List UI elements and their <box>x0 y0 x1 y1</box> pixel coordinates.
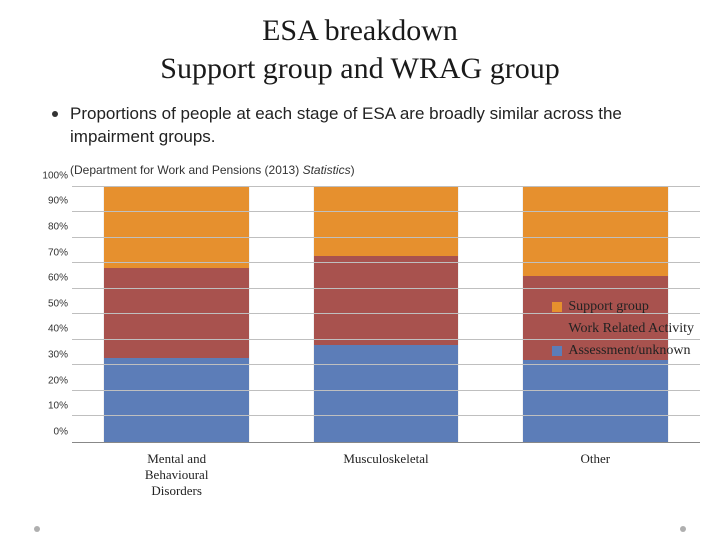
decorative-dot-icon <box>680 526 686 532</box>
x-axis-label: Mental andBehaviouralDisorders <box>72 451 281 500</box>
bar-segment <box>523 360 668 442</box>
y-tick-label: 100% <box>42 170 68 181</box>
grid-line <box>72 288 700 289</box>
y-tick-label: 0% <box>54 426 68 437</box>
bar-segment <box>104 187 249 269</box>
bar-stack <box>313 187 460 442</box>
esa-stacked-bar-chart: 0%10%20%30%40%50%60%70%80%90%100% Mental… <box>36 187 700 493</box>
y-tick-label: 30% <box>48 350 68 361</box>
title-line-1: ESA breakdown <box>262 14 458 47</box>
bar-segment <box>314 256 459 345</box>
grid-line <box>72 237 700 238</box>
bullet-item: Proportions of people at each stage of E… <box>0 87 720 155</box>
bar-column <box>72 187 281 442</box>
y-tick-label: 60% <box>48 273 68 284</box>
y-tick-label: 50% <box>48 298 68 309</box>
y-axis: 0%10%20%30%40%50%60%70%80%90%100% <box>36 187 72 443</box>
bar-stack <box>103 187 250 442</box>
grid-line <box>72 390 700 391</box>
x-axis-label: Other <box>491 451 700 500</box>
legend-item: Support group <box>552 299 694 315</box>
title-line-2: Support group and WRAG group <box>160 52 559 85</box>
x-axis-label: Musculoskeletal <box>281 451 490 500</box>
legend-label: Support group <box>568 299 649 315</box>
bar-segment <box>104 358 249 442</box>
citation-italic: Statistics <box>303 163 351 177</box>
y-tick-label: 70% <box>48 247 68 258</box>
slide-title: ESA breakdown Support group and WRAG gro… <box>0 0 720 87</box>
y-tick-label: 10% <box>48 401 68 412</box>
legend-swatch-icon <box>552 324 562 334</box>
bar-column <box>281 187 490 442</box>
citation-line: (Department for Work and Pensions (2013)… <box>0 155 720 183</box>
grid-line <box>72 211 700 212</box>
bar-segment <box>314 345 459 442</box>
y-tick-label: 40% <box>48 324 68 335</box>
legend-swatch-icon <box>552 302 562 312</box>
legend-item: Assessment/unknown <box>552 343 694 359</box>
x-axis-labels: Mental andBehaviouralDisordersMusculoske… <box>72 443 700 500</box>
grid-line <box>72 186 700 187</box>
chart-legend: Support group Work Related Activity Assess… <box>552 293 694 365</box>
legend-label: Assessment/unknown <box>568 343 690 359</box>
y-tick-label: 20% <box>48 375 68 386</box>
y-tick-label: 90% <box>48 196 68 207</box>
legend-label: Work Related Activity <box>568 321 694 337</box>
legend-item: Work Related Activity <box>552 321 694 337</box>
bullet-text: Proportions of people at each stage of E… <box>70 103 660 149</box>
grid-line <box>72 262 700 263</box>
citation-suffix: ) <box>351 163 355 177</box>
bullet-dot-icon <box>52 111 58 117</box>
y-tick-label: 80% <box>48 222 68 233</box>
decorative-dot-icon <box>34 526 40 532</box>
citation-prefix: (Department for Work and Pensions (2013) <box>70 163 303 177</box>
grid-line <box>72 415 700 416</box>
bar-segment <box>314 187 459 256</box>
legend-swatch-icon <box>552 346 562 356</box>
